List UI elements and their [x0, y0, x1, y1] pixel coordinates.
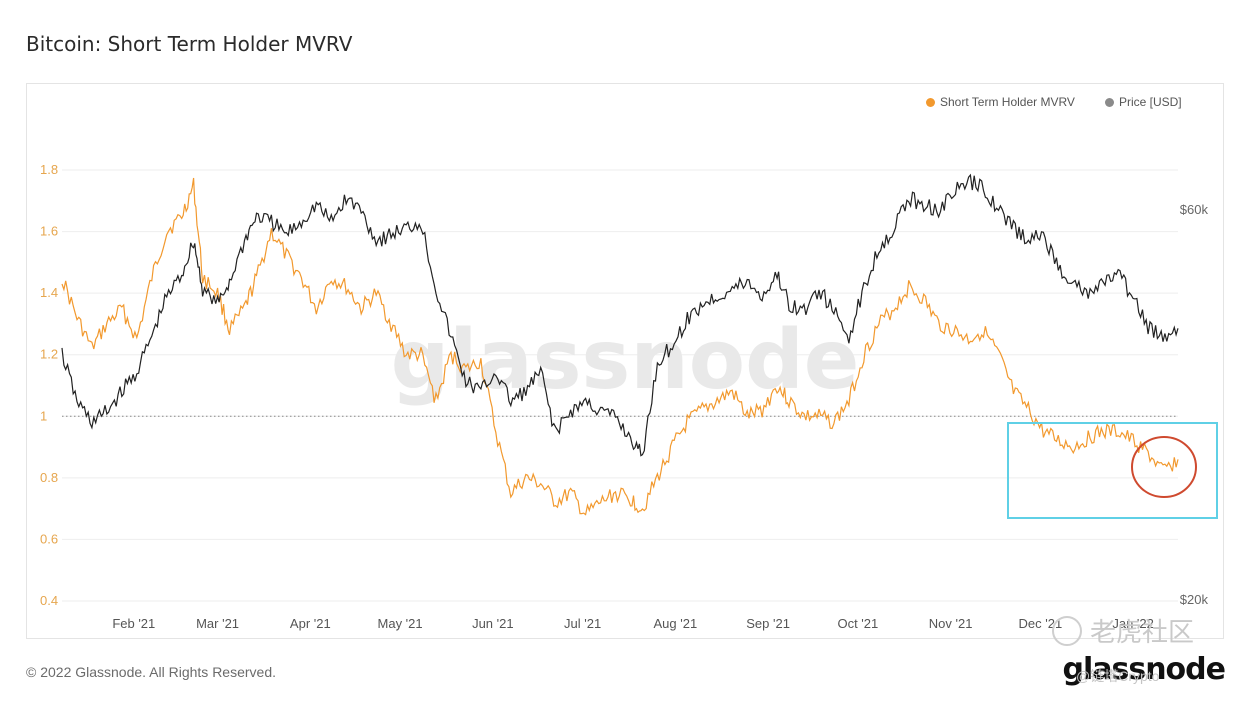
right-tick-label: $60k: [1180, 202, 1209, 217]
legend-label-price: Price [USD]: [1118, 95, 1182, 109]
watermark-cn-text: 老虎社区: [1090, 617, 1195, 647]
watermark-id: @链塔Crypto: [1076, 668, 1160, 684]
legend-label-mvrv: Short Term Holder MVRV: [940, 95, 1075, 109]
series-line-price: [61, 173, 1179, 457]
legend-dot-price: [1104, 97, 1114, 107]
x-tick-label: Jul '21: [564, 616, 601, 631]
series-line-mvrv: [61, 177, 1179, 516]
left-tick-label: 0.8: [40, 470, 58, 485]
x-tick-label: Nov '21: [929, 616, 973, 631]
highlight-box: [1007, 422, 1218, 519]
x-tick-label: Jan '22: [1112, 616, 1154, 631]
legend-item-price[interactable]: Price [USD]: [1104, 95, 1182, 109]
x-tick-label: Dec '21: [1019, 616, 1063, 631]
x-tick-label: Sep '21: [746, 616, 790, 631]
x-tick-label: Feb '21: [112, 616, 155, 631]
right-tick-label: $20k: [1180, 592, 1209, 607]
left-tick-label: 1: [40, 408, 47, 423]
page-title: Bitcoin: Short Term Holder MVRV: [26, 32, 353, 56]
glassnode-logo: glassnode: [1062, 652, 1226, 687]
left-tick-label: 1.4: [40, 285, 58, 300]
x-tick-label: Mar '21: [196, 616, 239, 631]
left-tick-label: 0.4: [40, 593, 58, 608]
left-tick-label: 1.8: [40, 162, 58, 177]
left-tick-label: 1.2: [40, 347, 58, 362]
tiger-logo-icon: [1052, 615, 1082, 646]
left-tick-label: 0.6: [40, 531, 58, 546]
x-tick-label: May '21: [378, 616, 423, 631]
legend: Short Term Holder MVRV Price [USD]: [926, 95, 1182, 109]
legend-dot-mvrv: [926, 97, 935, 107]
highlight-circle: [1131, 436, 1197, 498]
watermark-cn: 老虎社区: [1052, 612, 1194, 649]
x-tick-label: Oct '21: [837, 616, 878, 631]
x-tick-label: Aug '21: [654, 616, 698, 631]
x-tick-label: Jun '21: [472, 616, 514, 631]
chart-panel: [26, 83, 1224, 639]
left-tick-label: 1.6: [40, 224, 58, 239]
legend-item-mvrv[interactable]: Short Term Holder MVRV: [926, 95, 1075, 109]
copyright: © 2022 Glassnode. All Rights Reserved.: [26, 664, 277, 680]
x-tick-label: Apr '21: [290, 616, 331, 631]
glassnode-watermark: glassnode: [391, 313, 860, 408]
